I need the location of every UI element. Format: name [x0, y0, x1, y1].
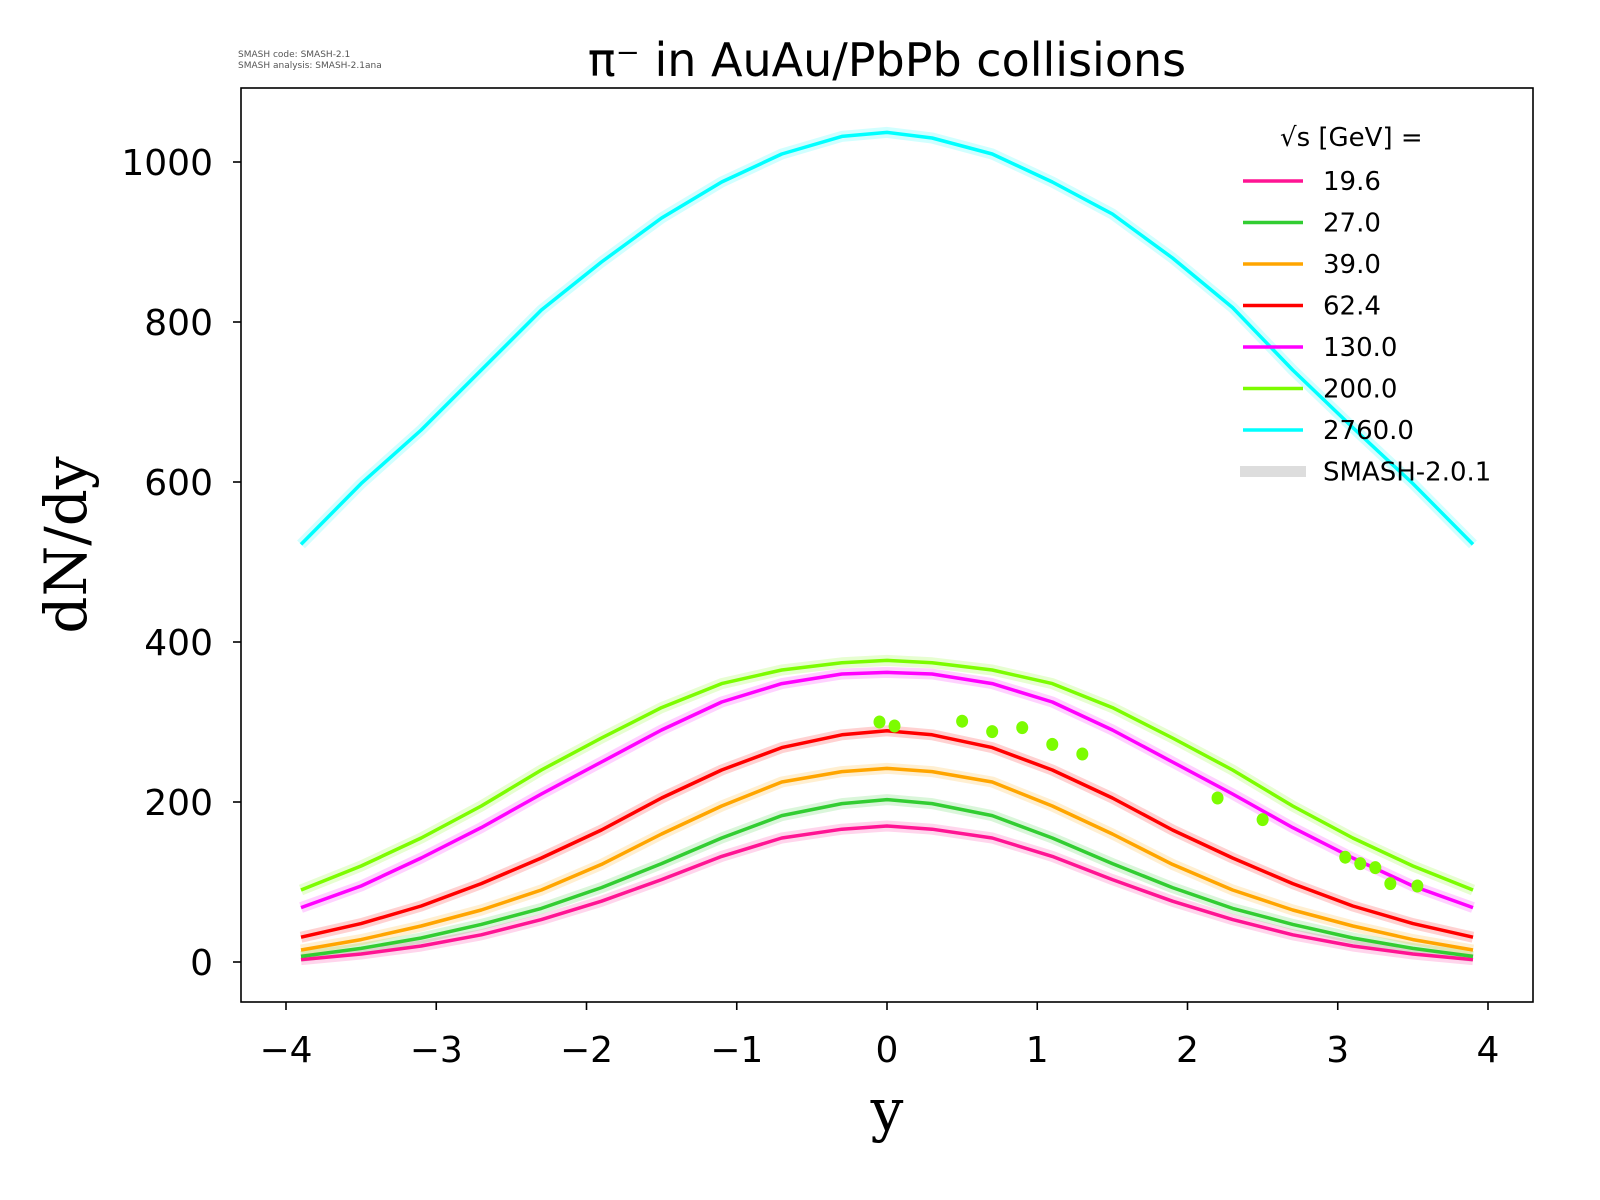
annotation-analysis: SMASH analysis: SMASH-2.1ana [238, 61, 382, 71]
legend-label-27.0: 27.0 [1323, 209, 1381, 239]
legend-label-smash-band: SMASH-2.0.1 [1323, 458, 1491, 488]
data-point [873, 715, 886, 729]
x-tick-label: −3 [410, 1030, 463, 1071]
smash-band-19.6 [300, 820, 1474, 966]
smash-band-200.0 [298, 654, 1476, 896]
series-line-130.0 [300, 670, 1474, 910]
data-point [888, 719, 901, 733]
legend-label-19.6: 19.6 [1323, 167, 1381, 197]
series-line-39.0 [300, 766, 1474, 952]
annotation-code: SMASH code: SMASH-2.1 [238, 50, 350, 60]
series-line-62.4 [300, 729, 1474, 939]
y-tick-label: 600 [144, 463, 213, 504]
y-tick-label: 800 [144, 303, 213, 344]
series-line-27.0 [300, 797, 1474, 959]
x-tick-label: −1 [710, 1030, 763, 1071]
legend-label-200.0: 200.0 [1323, 375, 1397, 405]
y-tick-label: 400 [144, 623, 213, 664]
data-point [1256, 813, 1269, 827]
legend-label-62.4: 62.4 [1323, 292, 1381, 322]
legend-label-130.0: 130.0 [1323, 333, 1397, 363]
y-tick-label: 1000 [121, 143, 213, 184]
x-tick-label: −4 [259, 1030, 312, 1071]
y-tick-label: 0 [190, 943, 213, 984]
legend-label-39.0: 39.0 [1323, 250, 1381, 280]
chart-title: π⁻ in AuAu/PbPb collisions [588, 33, 1186, 87]
x-tick-label: 2 [1176, 1030, 1199, 1071]
data-point [1354, 857, 1367, 871]
data-point [1384, 877, 1397, 891]
legend: √s [GeV] = 19.6 27.0 39.0 62.4 130.0 200.0 276… [1240, 123, 1491, 488]
legend-label-2760.0: 2760.0 [1323, 416, 1414, 446]
data-point [1211, 791, 1224, 805]
series-line-19.6 [300, 824, 1474, 962]
data-point [1016, 721, 1029, 735]
y-tick-label: 200 [144, 783, 213, 824]
x-tick-label: −2 [560, 1030, 613, 1071]
data-point [1411, 879, 1424, 893]
x-tick-label: 1 [1026, 1030, 1049, 1071]
y-axis-label: dN/dy [32, 456, 100, 634]
series-line-2760.0 [299, 130, 1475, 546]
series-line-200.0 [300, 658, 1474, 892]
data-point [986, 725, 999, 739]
x-tick-label: 0 [876, 1030, 899, 1071]
data-point [1076, 747, 1089, 761]
x-axis-label: y [870, 1076, 904, 1144]
legend-title: √s [GeV] = [1280, 123, 1423, 153]
x-tick-label: 3 [1326, 1030, 1349, 1071]
smash-band-2760.0 [297, 126, 1477, 549]
x-tick-label: 4 [1477, 1030, 1500, 1071]
data-point [1046, 737, 1059, 751]
data-point [1339, 850, 1352, 864]
data-point [1369, 861, 1382, 875]
data-point [956, 714, 969, 728]
smash-band-130.0 [299, 666, 1475, 913]
